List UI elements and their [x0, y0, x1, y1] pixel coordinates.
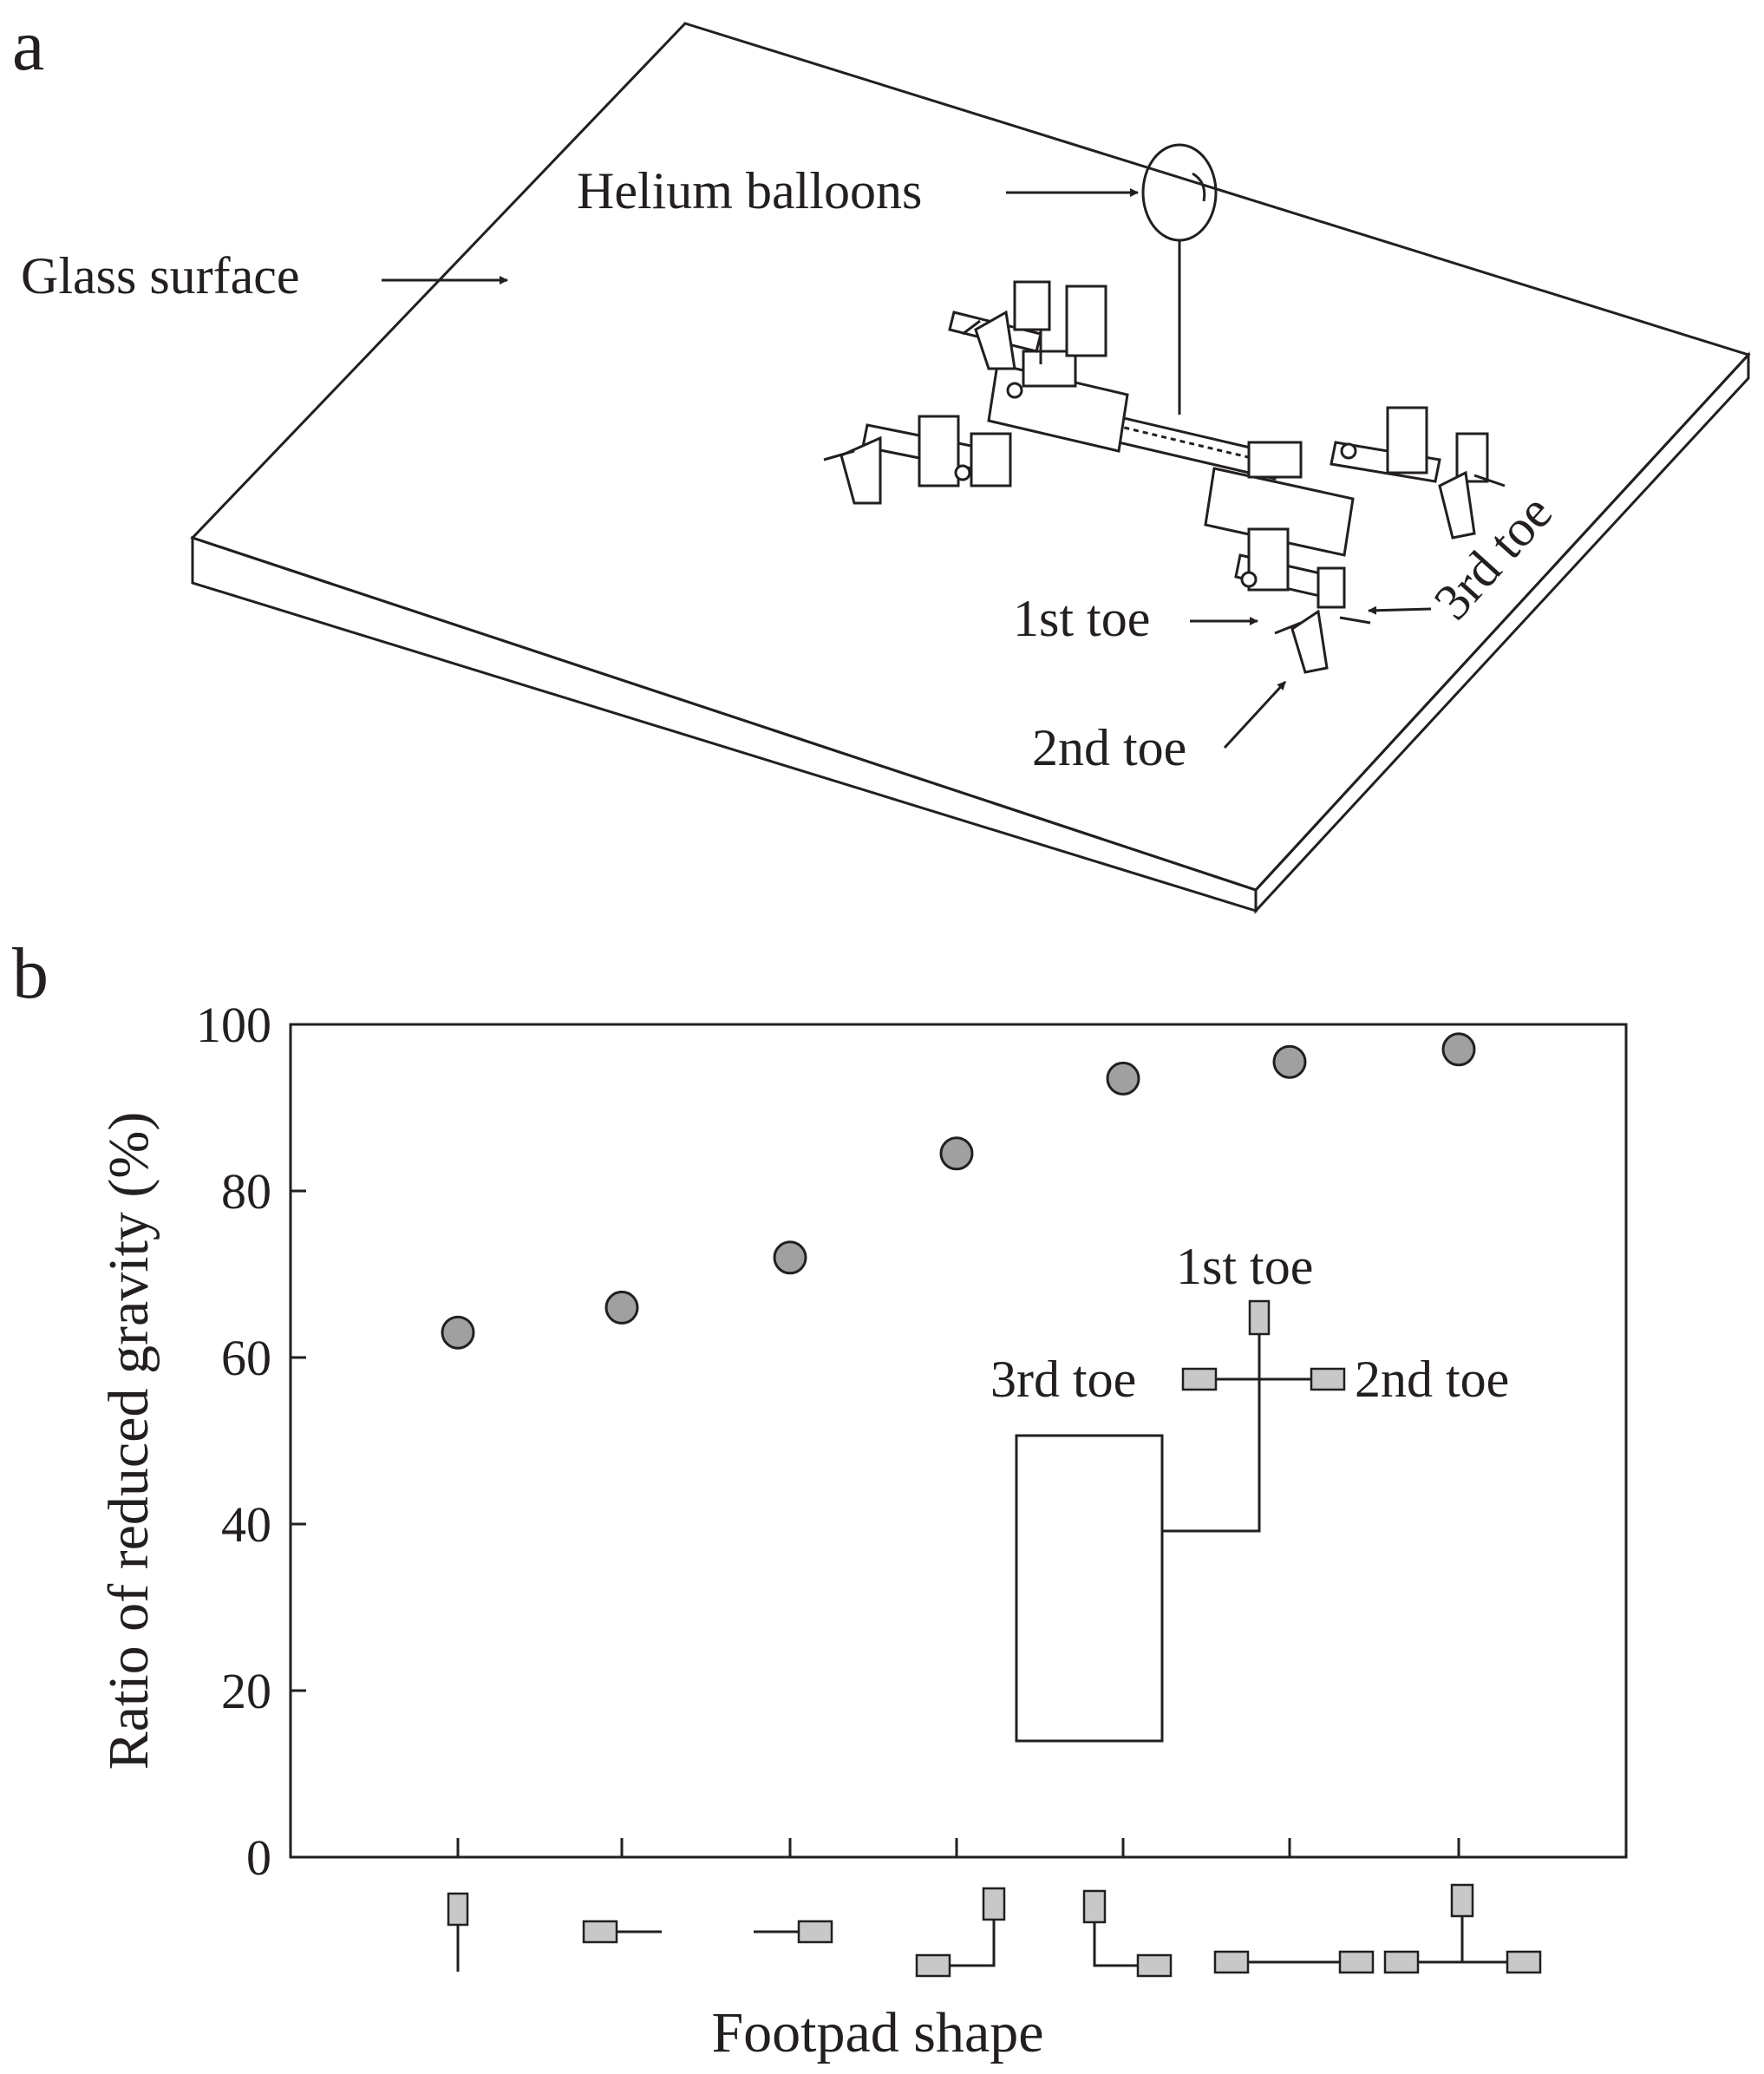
glass-plate-side-edge: [1254, 351, 1750, 914]
inset-toe2-label: 2nd toe: [1355, 1351, 1509, 1408]
y-tick-label: 80: [221, 1163, 271, 1220]
y-tick-label: 40: [221, 1496, 271, 1553]
inset-connector: [1162, 1334, 1261, 1533]
toe2-label: 2nd toe: [1032, 719, 1186, 776]
data-points: [441, 1032, 1476, 1350]
panel-b-letter: b: [12, 933, 49, 1014]
panel-b: b 0 20 40 60 80 100 Ratio of reduced gravity …: [12, 933, 1628, 2064]
robot-rear-module: [1247, 441, 1303, 479]
data-point: [1272, 1044, 1307, 1079]
inset-toe3-label: 3rd toe: [990, 1351, 1136, 1408]
y-tick-label: 100: [196, 997, 271, 1053]
footpad-shape-3: [754, 1920, 833, 1944]
helium-balloons-label: Helium balloons: [577, 162, 922, 219]
footpad-shape-2: [582, 1920, 662, 1944]
footpad-inset: 1st toe 3rd toe 2nd toe: [990, 1238, 1509, 1743]
data-point: [939, 1136, 974, 1171]
data-point: [441, 1315, 475, 1350]
panel-a-letter: a: [12, 5, 44, 86]
footpad-shapes: [447, 1883, 1542, 1978]
y-tick-label: 0: [246, 1829, 271, 1886]
data-point: [604, 1290, 639, 1325]
helium-balloon: [1141, 143, 1218, 415]
data-point: [1441, 1032, 1476, 1067]
robot-body: [823, 280, 1506, 674]
inset-toe1-pad: [1248, 1299, 1271, 1336]
x-axis-title: Footpad shape: [711, 2001, 1043, 2064]
inset-toe1-label: 1st toe: [1176, 1238, 1313, 1295]
y-axis: 0 20 40 60 80 100: [196, 997, 306, 1886]
inset-toe2-pad: [1310, 1367, 1346, 1391]
footpad-shape-5: [1082, 1889, 1173, 1978]
glass-plate: [190, 22, 1751, 914]
robot-front-module: [1022, 350, 1077, 388]
y-tick-label: 60: [221, 1330, 271, 1386]
footpad-shape-6: [1213, 1950, 1375, 1974]
toe1-label: 1st toe: [1013, 590, 1150, 647]
y-axis-title: Ratio of reduced gravity (%): [97, 1112, 160, 1770]
panel-a: a: [12, 5, 1751, 914]
footpad-shape-4: [915, 1887, 1006, 1978]
glass-surface-label: Glass surface: [21, 247, 300, 304]
data-point: [1106, 1061, 1140, 1096]
robot-feet: [823, 310, 1506, 674]
inset-body-rect: [1015, 1434, 1164, 1743]
inset-toe3-pad: [1181, 1367, 1218, 1391]
toe3-arrow: [1368, 605, 1432, 615]
balloon-highlight: [1192, 172, 1206, 202]
x-axis: [456, 1838, 1460, 1857]
plot-frame: [289, 1023, 1628, 1859]
robot-rear-body: [1204, 467, 1355, 557]
data-point: [773, 1240, 807, 1275]
footpad-shape-7: [1383, 1883, 1542, 1974]
toe2-arrow: [1223, 680, 1287, 749]
y-tick-label: 20: [221, 1663, 271, 1719]
footpad-shape-1: [447, 1892, 469, 1972]
